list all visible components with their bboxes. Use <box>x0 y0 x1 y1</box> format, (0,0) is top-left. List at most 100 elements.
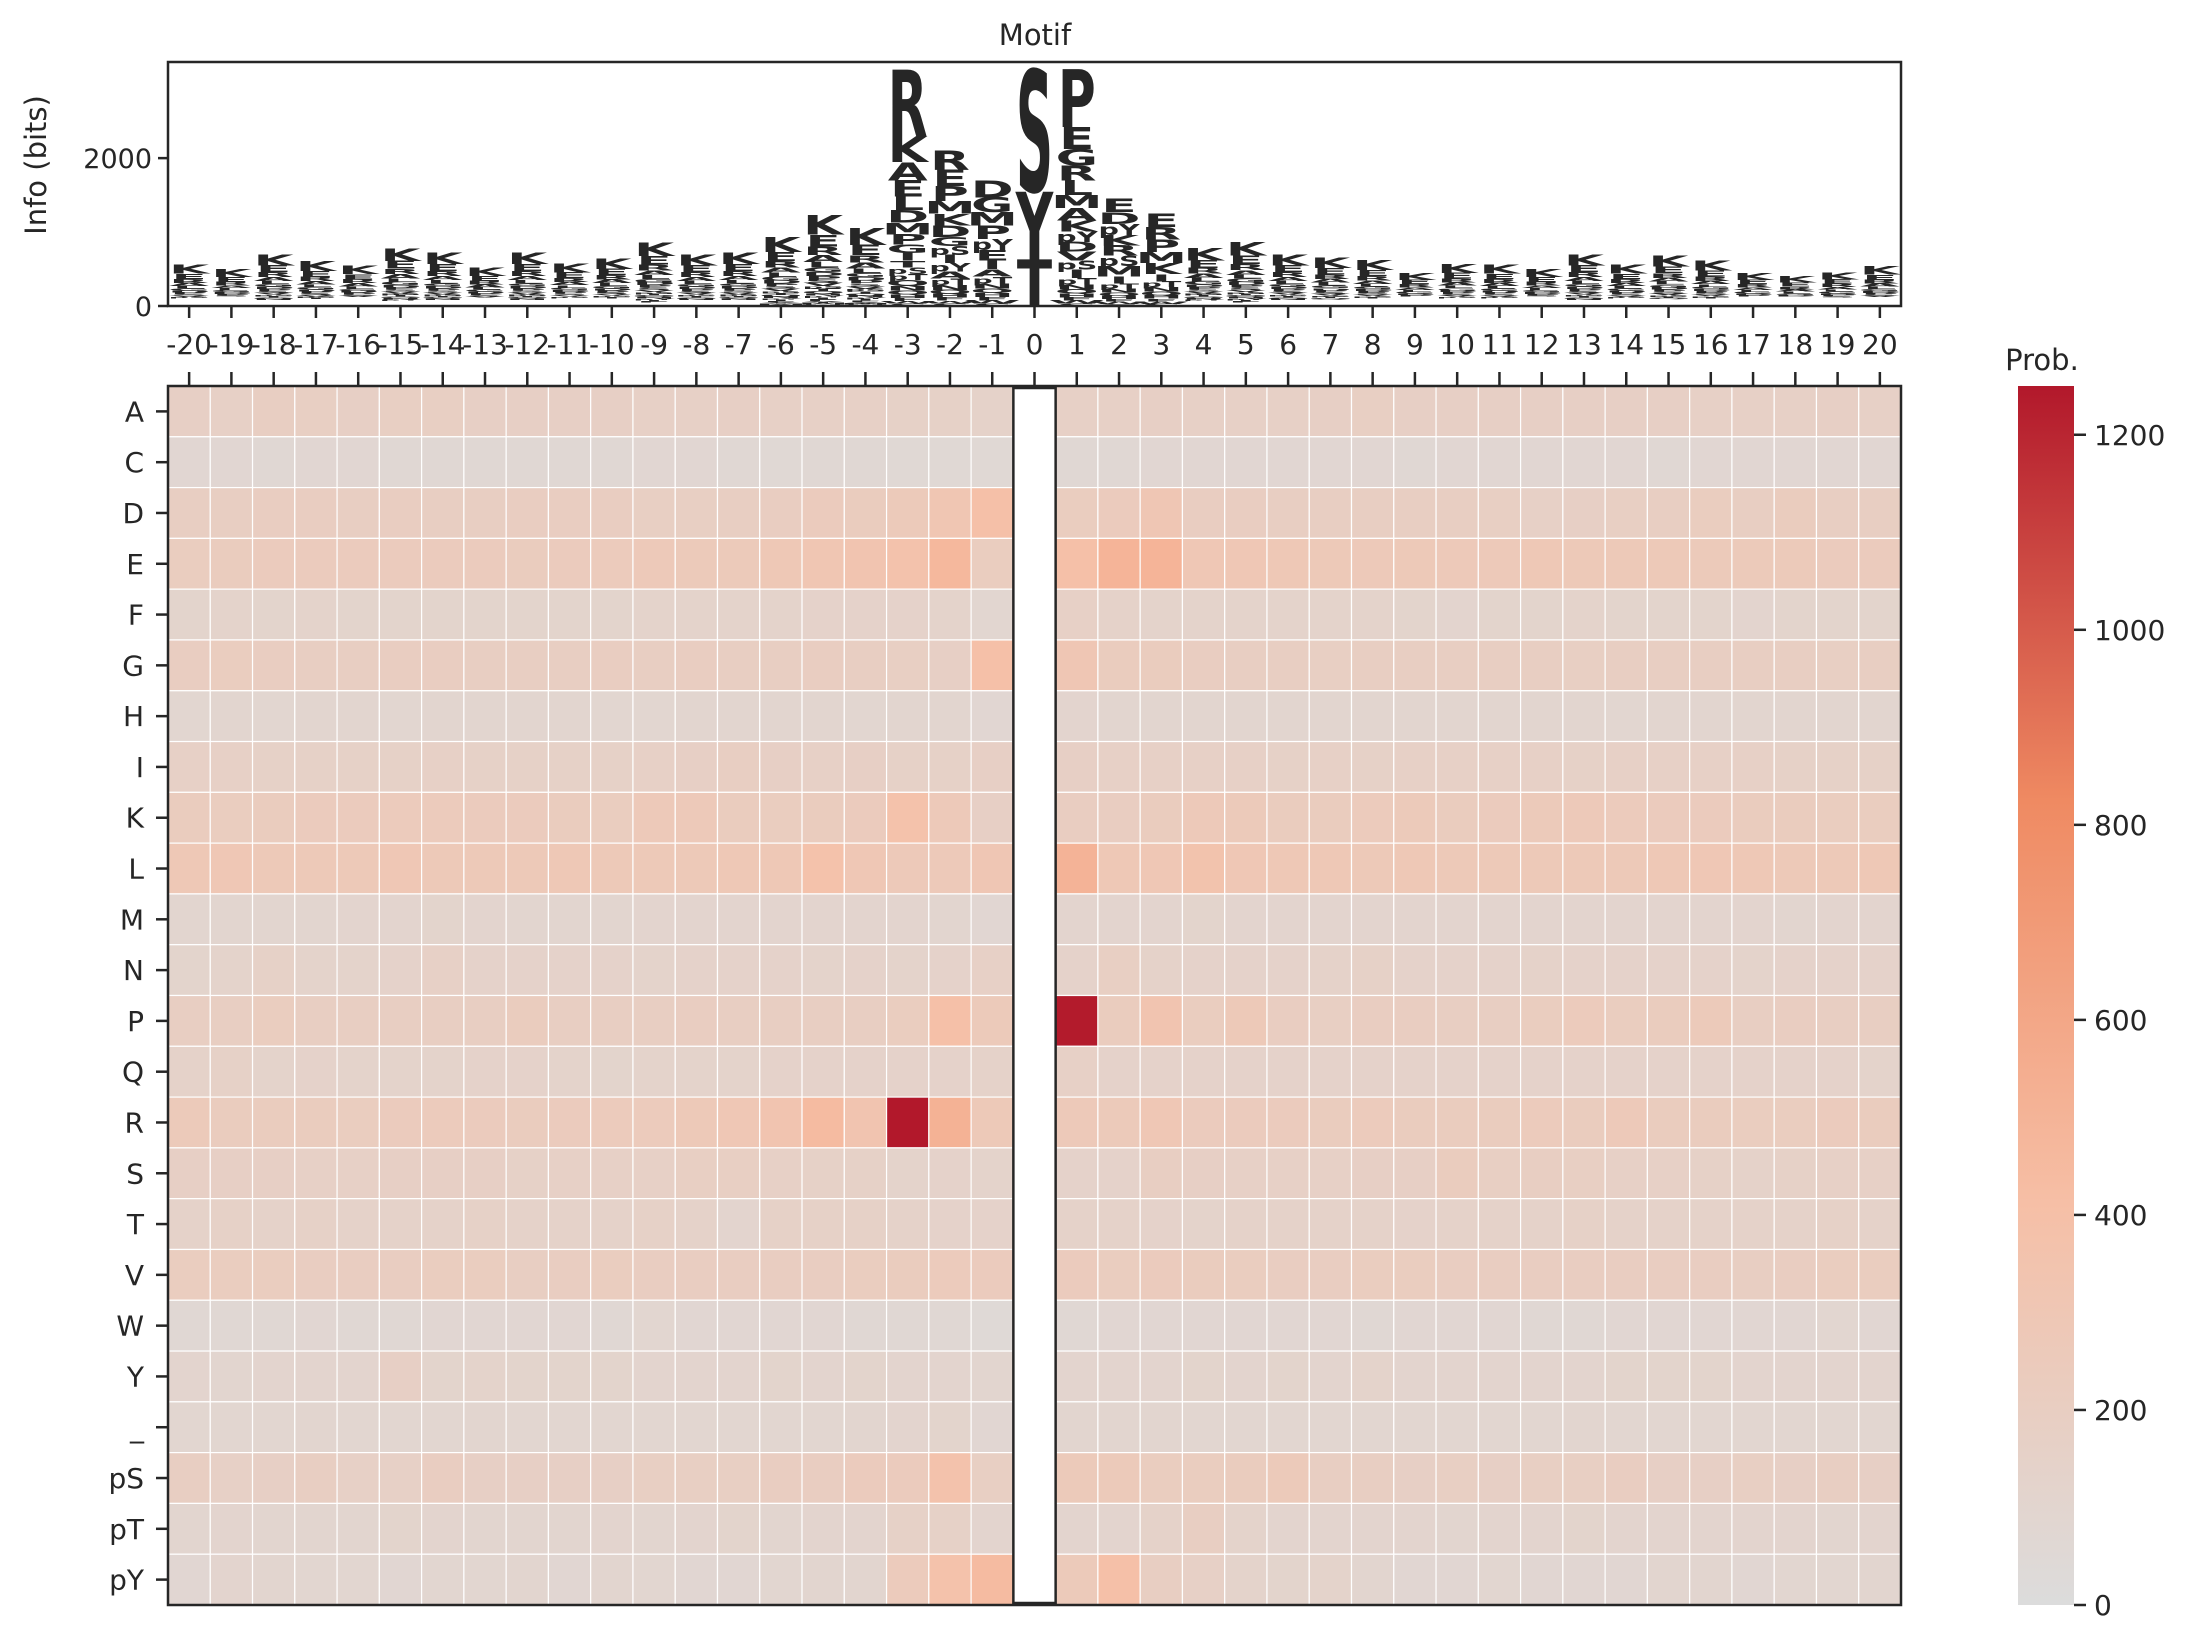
position-tick-label: 18 <box>1778 328 1814 361</box>
heatmap-cell <box>1350 690 1395 743</box>
logo-letter: G <box>1225 278 1267 283</box>
logo-letter: G <box>1394 291 1436 294</box>
logo-letter: D <box>1563 286 1606 290</box>
heatmap-cell <box>1393 639 1437 692</box>
heatmap-cell <box>716 1299 761 1352</box>
heatmap-cell <box>970 1147 1014 1200</box>
heatmap-cell <box>1097 1401 1141 1454</box>
heatmap-cell <box>1477 1553 1522 1606</box>
heatmap-cell <box>1181 1045 1226 1098</box>
logo-letter: N <box>844 295 887 298</box>
logo-letter: T <box>806 288 841 292</box>
logo-letter: R <box>1691 275 1731 282</box>
svg-text:D: D <box>1351 288 1394 291</box>
heatmap-cell <box>1731 1502 1775 1555</box>
svg-text:R: R <box>507 270 547 278</box>
heatmap-cell <box>505 994 550 1047</box>
logo-letter: A <box>1775 289 1816 293</box>
heatmap-cell <box>1224 1401 1268 1454</box>
heatmap-cell <box>885 537 930 590</box>
heatmap-cell <box>1519 486 1564 539</box>
heatmap-cell <box>1055 994 1099 1047</box>
heatmap-cell <box>547 1350 592 1403</box>
heatmap-cell <box>1519 690 1564 743</box>
heatmap-cell <box>209 690 254 743</box>
heatmap-cell <box>251 1502 296 1555</box>
heatmap-cell <box>1350 486 1395 539</box>
heatmap-cell <box>1858 1553 1902 1606</box>
heatmap-cell <box>167 690 211 743</box>
heatmap-cell <box>1181 588 1226 641</box>
heatmap-cell <box>1773 1248 1818 1301</box>
svg-text:I: I <box>1067 267 1086 281</box>
heatmap-cell <box>1350 1502 1395 1555</box>
heatmap-cell <box>1773 1198 1818 1251</box>
logo-letter: R <box>1437 277 1477 283</box>
svg-text:D: D <box>1478 290 1521 293</box>
heatmap-cell <box>843 385 888 438</box>
logo-letter: L <box>342 286 375 290</box>
heatmap-cell <box>1562 791 1606 844</box>
heatmap-cell <box>590 588 634 641</box>
heatmap-cell <box>336 436 380 489</box>
heatmap-cell <box>1393 1401 1437 1454</box>
svg-text:A: A <box>1733 287 1774 291</box>
logo-letter: S <box>635 287 672 291</box>
logo-letter: P <box>1311 290 1349 293</box>
heatmap-cell <box>674 1401 719 1454</box>
position-tick-label: 13 <box>1566 328 1602 361</box>
heatmap-cell <box>928 1553 972 1606</box>
svg-text:G: G <box>1732 291 1774 294</box>
logo-letter: V <box>550 295 591 297</box>
heatmap-cell <box>1477 385 1522 438</box>
heatmap-cell <box>1393 1350 1437 1403</box>
logo-letter: pS <box>1310 295 1351 297</box>
heatmap-cell <box>590 537 634 590</box>
heatmap-cell <box>759 944 803 997</box>
position-tick-label: -15 <box>378 328 424 361</box>
svg-text:E: E <box>1524 276 1559 284</box>
heatmap-cell <box>1731 1553 1775 1606</box>
svg-text:W: W <box>921 300 978 304</box>
svg-text:F: F <box>806 299 841 302</box>
heatmap-cell <box>1689 690 1733 743</box>
svg-text:P: P <box>1396 295 1434 297</box>
svg-text:L: L <box>1821 289 1854 292</box>
heatmap-cell <box>1731 1096 1775 1149</box>
svg-text:N: N <box>632 297 675 299</box>
svg-text:E: E <box>1820 278 1855 285</box>
logo-letter: E <box>298 270 333 279</box>
logo-letter: Q <box>1224 295 1268 298</box>
heatmap-cell <box>1519 1147 1564 1200</box>
heatmap-cell <box>1773 436 1818 489</box>
svg-text:R: R <box>212 281 252 287</box>
svg-text:E: E <box>1228 253 1263 267</box>
svg-text:S: S <box>466 295 503 297</box>
svg-text:Q: Q <box>886 278 930 287</box>
svg-text:F: F <box>1059 297 1094 302</box>
heatmap-cell <box>632 1401 676 1454</box>
heatmap-cell <box>1097 690 1141 743</box>
heatmap-masked-cell <box>1013 741 1056 793</box>
logo-letter: D <box>633 282 676 287</box>
heatmap-cell <box>674 1502 719 1555</box>
heatmap-cell <box>1604 639 1648 692</box>
heatmap-cell <box>1224 1045 1268 1098</box>
logo-letter: D <box>1267 286 1310 290</box>
logo-letter: V <box>1691 294 1732 296</box>
heatmap-cell <box>1646 436 1691 489</box>
heatmap-cell <box>1224 893 1268 946</box>
svg-text:P: P <box>1227 284 1265 288</box>
heatmap-cell <box>970 842 1014 895</box>
logo-letter: G <box>1436 288 1478 292</box>
svg-text:F: F <box>890 297 925 302</box>
svg-text:A: A <box>1437 282 1478 287</box>
position-tick-label: 17 <box>1735 328 1771 361</box>
heatmap-cell <box>590 1452 634 1505</box>
heatmap-cell <box>1224 1147 1268 1200</box>
logo-letter: A <box>507 275 548 281</box>
logo-letter: pS <box>760 290 801 293</box>
heatmap-cell <box>1266 537 1310 590</box>
logo-letter: K <box>1691 258 1733 273</box>
logo-letter: P <box>551 291 589 294</box>
